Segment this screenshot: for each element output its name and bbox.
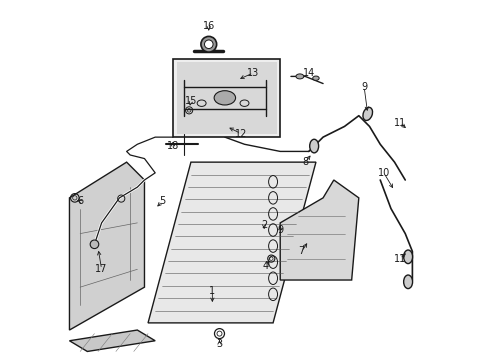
Ellipse shape [403, 275, 412, 289]
Text: 18: 18 [166, 141, 179, 151]
Text: 2: 2 [261, 220, 267, 230]
Text: 6: 6 [77, 197, 83, 206]
Polygon shape [69, 330, 155, 351]
Circle shape [90, 240, 99, 249]
Ellipse shape [362, 107, 372, 121]
Circle shape [201, 36, 216, 52]
Bar [173, 59, 280, 137]
Text: 4: 4 [263, 261, 268, 271]
Ellipse shape [403, 250, 412, 264]
Polygon shape [148, 162, 315, 323]
Text: 16: 16 [202, 21, 214, 31]
Text: 12: 12 [234, 129, 246, 139]
Text: 3: 3 [216, 339, 222, 349]
Text: 1: 1 [209, 286, 215, 296]
Text: 17: 17 [95, 264, 107, 274]
Text: 5: 5 [159, 197, 165, 206]
Ellipse shape [214, 91, 235, 105]
Ellipse shape [312, 76, 319, 80]
Text: 13: 13 [247, 68, 259, 78]
Text: 10: 10 [377, 168, 389, 178]
Text: 7: 7 [298, 247, 304, 256]
Ellipse shape [295, 74, 303, 79]
Text: 11: 11 [393, 253, 405, 264]
Ellipse shape [309, 139, 318, 153]
Polygon shape [69, 162, 144, 330]
Polygon shape [280, 180, 358, 280]
Text: 9: 9 [360, 82, 366, 92]
Text: 14: 14 [302, 68, 314, 78]
Text: 15: 15 [184, 96, 197, 107]
Text: 11: 11 [393, 118, 405, 128]
Text: 9: 9 [277, 225, 283, 235]
Bar [176, 62, 276, 134]
Text: 8: 8 [302, 157, 307, 167]
Circle shape [204, 40, 213, 49]
